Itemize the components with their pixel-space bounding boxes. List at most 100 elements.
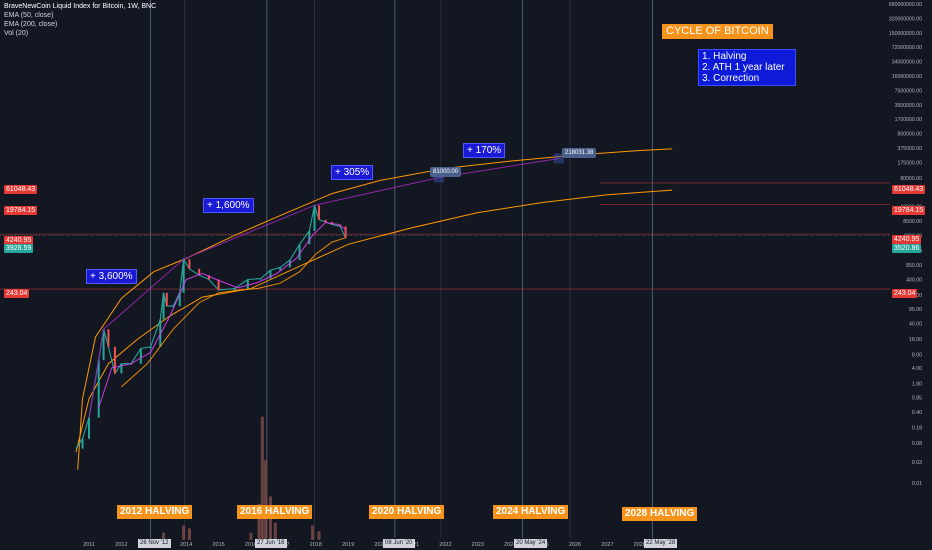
price-tick-label: 72000000.00: [892, 45, 922, 51]
price-candle: [313, 205, 316, 231]
chart-legend: BraveNewCoin Liquid Index for Bitcoin, 1…: [4, 2, 156, 38]
volume-series: [162, 416, 321, 540]
ema-200-line: [121, 237, 346, 388]
price-tick-label: 0.85: [912, 396, 922, 402]
left-tag-4240: 4240.95: [4, 236, 34, 245]
date-tag-2024: 20 May '24: [514, 539, 548, 548]
time-tick-label: 2011: [83, 542, 95, 548]
volume-bar: [257, 503, 261, 540]
volume-bar: [273, 522, 277, 540]
price-candle: [172, 306, 175, 308]
price-candle: [269, 270, 272, 279]
price-candle: [298, 244, 301, 261]
growth-curve-lower: [75, 189, 673, 453]
price-tick-label: 3500000.00: [895, 103, 923, 109]
gain-label-2013: + 3,600%: [86, 269, 137, 284]
projection-2021: 81000.00: [430, 167, 462, 177]
time-tick-label: 2023: [472, 542, 484, 548]
price-candle: [207, 275, 210, 280]
price-tick-label: 8.00: [912, 353, 922, 359]
projection-marker: [433, 172, 444, 183]
price-tick-label: 80000.00: [900, 176, 922, 182]
price-tick-label: 4.00: [912, 366, 922, 372]
date-tag-2020: 08 Jun '20: [383, 539, 415, 548]
step-halving: 1. Halving: [702, 51, 747, 62]
price-tick-label: 1.80: [912, 381, 922, 387]
price-tick-label: 400.00: [906, 278, 922, 284]
volume-bar: [249, 532, 253, 540]
price-candle: [88, 417, 90, 439]
price-candle: [97, 360, 100, 418]
time-tick-label: 2014: [180, 542, 192, 548]
price-tick-label: 150000000.00: [889, 31, 922, 37]
indicator-ema-200[interactable]: EMA (200, close): [4, 21, 58, 28]
date-tag-2012: 26 Nov '12: [138, 539, 171, 548]
price-tick-label: 0.01: [912, 481, 922, 487]
cycle-trend-segment: [103, 258, 184, 330]
price-candle: [217, 279, 220, 291]
time-tick-label: 2028: [634, 542, 646, 548]
price-tick-label: 16000000.00: [892, 74, 922, 80]
gain-label-2025: + 170%: [463, 143, 506, 158]
price-candle: [149, 346, 152, 349]
price-candle: [344, 226, 347, 238]
time-tick-label: 2026: [569, 542, 581, 548]
price-tick-label: 7500000.00: [895, 89, 923, 95]
price-line: [75, 205, 347, 449]
halving-2028-label: 2028 HALVING: [622, 507, 698, 521]
axis-tag-243: 243.04: [892, 289, 918, 298]
halving-2024-label: 2024 HALVING: [493, 505, 569, 519]
price-tick-label: 0.08: [912, 441, 922, 447]
left-tag-61048: 61048.43: [4, 185, 38, 194]
volume-bar: [187, 528, 191, 540]
halving-2016-label: 2016 HALVING: [237, 505, 313, 519]
price-candle: [107, 329, 110, 347]
step-ath: 2. ATH 1 year later: [702, 62, 785, 73]
price-candle: [324, 219, 327, 222]
volume-bar: [162, 532, 166, 540]
volume-bar: [264, 460, 268, 540]
cycle-title: CYCLE OF BITCOIN: [662, 24, 773, 39]
price-candle: [233, 288, 236, 291]
cycle-steps-box: 1. Halving 2. ATH 1 year later 3. Correc…: [698, 49, 796, 86]
price-tick-label: 34000000.00: [892, 60, 922, 66]
price-candle: [318, 205, 321, 220]
gain-label-2021: + 305%: [331, 165, 374, 180]
time-tick-label: 2020: [374, 542, 386, 548]
axis-tag-61048: 61048.43: [892, 185, 926, 194]
projection-2025: 218031.38: [562, 148, 597, 158]
price-candle: [120, 363, 123, 374]
indicator-ema-50[interactable]: EMA (50, close): [4, 12, 54, 19]
axis-tag-current: 3520.86: [892, 244, 922, 253]
volume-bar: [182, 525, 186, 540]
volume-bar: [317, 531, 321, 540]
step-correction: 3. Correction: [702, 73, 760, 84]
time-tick-label: 2024: [504, 542, 516, 548]
symbol-title: BraveNewCoin Liquid Index for Bitcoin, 1…: [4, 3, 157, 10]
price-candle: [81, 438, 84, 449]
price-tick-label: 800000.00: [897, 132, 922, 138]
cycle-trend-segment: [183, 204, 315, 260]
price-tick-label: 1700000.00: [895, 117, 923, 123]
cycle-trend-segment: [88, 329, 105, 418]
time-tick-label: 2016: [245, 542, 257, 548]
price-tick-label: 0.40: [912, 410, 922, 416]
time-tick-label: 2019: [342, 542, 354, 548]
price-tick-label: 175000.00: [897, 161, 922, 167]
price-tick-label: 18.00: [909, 337, 922, 343]
time-tick-label: 2027: [601, 542, 613, 548]
price-candle: [182, 259, 185, 293]
volume-bar: [260, 416, 264, 540]
date-tag-2016: 27 Jun '16: [255, 539, 287, 548]
price-tick-label: 320000000.00: [889, 16, 922, 22]
price-candle: [102, 329, 105, 361]
price-candle: [113, 346, 116, 374]
price-candle: [162, 292, 165, 320]
indicator-volume[interactable]: Vol (20): [4, 30, 29, 37]
time-tick-label: 2022: [439, 542, 451, 548]
growth-curve-upper: [77, 148, 673, 470]
price-tick-label: 375000.00: [897, 146, 922, 152]
axis-tag-19784: 19784.15: [892, 206, 926, 215]
